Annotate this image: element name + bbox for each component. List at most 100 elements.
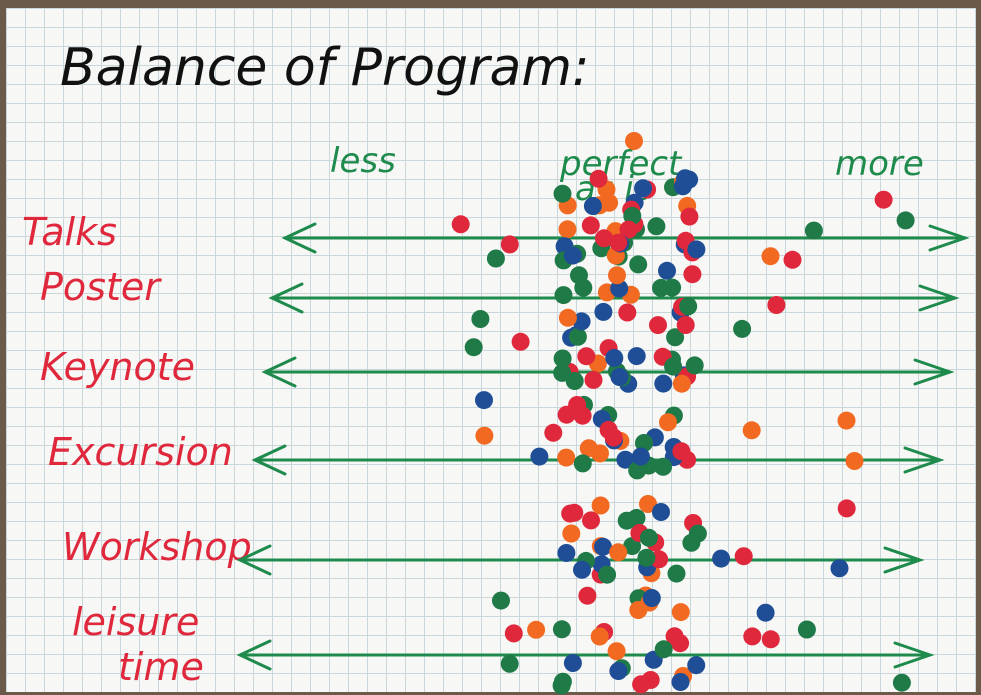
sticker-dot <box>672 603 690 621</box>
sticker-dot <box>659 413 677 431</box>
sticker-dot <box>512 333 530 351</box>
sticker-dot <box>574 407 592 425</box>
row-label: leisure <box>72 600 199 644</box>
sticker-dot <box>501 235 519 253</box>
sticker-dot <box>893 674 911 692</box>
sticker-dot <box>592 497 610 515</box>
sticker-dot <box>590 170 608 188</box>
sticker-dot <box>735 547 753 565</box>
sticker-dot <box>618 512 636 530</box>
sticker-dot <box>557 449 575 467</box>
sticker-dot <box>687 240 705 258</box>
sticker-dot <box>672 442 690 460</box>
sticker-dot <box>805 222 823 240</box>
dots <box>452 132 915 695</box>
sticker-dot <box>558 406 576 424</box>
sticker-dot <box>712 550 730 568</box>
sticker-dot <box>652 503 670 521</box>
sticker-dot <box>831 559 849 577</box>
sticker-dot <box>608 642 626 660</box>
sticker-dot <box>784 251 802 269</box>
sticker-dot <box>492 592 510 610</box>
sticker-dot <box>584 197 602 215</box>
sticker-dot <box>655 640 673 658</box>
sticker-dot <box>471 310 489 328</box>
sticker-dot <box>600 421 618 439</box>
sticker-dot <box>559 309 577 327</box>
row-label: Talks <box>22 210 117 254</box>
row-label: Workshop <box>62 525 252 569</box>
sticker-dot <box>555 286 573 304</box>
poster: Balance of Program: less perfect as is m… <box>0 0 981 695</box>
sticker-dot <box>574 279 592 297</box>
sticker-dot <box>762 247 780 265</box>
sticker-dot <box>501 655 519 673</box>
sticker-dot <box>595 229 613 247</box>
sticker-dot <box>654 375 672 393</box>
row-label: Keynote <box>40 345 195 389</box>
sticker-dot <box>598 566 616 584</box>
sticker-dot <box>564 247 582 265</box>
sticker-dot <box>527 621 545 639</box>
sticker-dot <box>554 350 572 368</box>
sticker-dot <box>798 621 816 639</box>
row-label: Excursion <box>48 430 233 474</box>
sticker-dot <box>475 427 493 445</box>
sticker-dot <box>672 673 690 691</box>
sticker-dot <box>680 208 698 226</box>
sticker-dot <box>553 620 571 638</box>
sticker-dot <box>767 296 785 314</box>
sticker-dot <box>686 356 704 374</box>
row-label: time <box>118 645 204 689</box>
sticker-dot <box>654 458 672 476</box>
sticker-dot <box>609 662 627 680</box>
sticker-dot <box>505 624 523 642</box>
sticker-dot <box>757 604 775 622</box>
sticker-dot <box>637 549 655 567</box>
sticker-dot <box>647 217 665 235</box>
sticker-dot <box>564 654 582 672</box>
sticker-dot <box>578 587 596 605</box>
sticker-dot <box>629 255 647 273</box>
sticker-dot <box>591 444 609 462</box>
sticker-dot <box>632 448 650 466</box>
sticker-dot <box>475 391 493 409</box>
sticker-dot <box>605 349 623 367</box>
sticker-dot <box>608 266 626 284</box>
arrow <box>240 641 930 669</box>
sticker-dot <box>640 529 658 547</box>
sticker-dot <box>628 347 646 365</box>
sticker-dot <box>487 250 505 268</box>
sticker-dot <box>594 303 612 321</box>
sticker-dot <box>689 525 707 543</box>
scale-left: less <box>330 141 396 181</box>
sticker-dot <box>838 412 856 430</box>
sticker-dot <box>577 347 595 365</box>
sticker-dot <box>733 320 751 338</box>
sticker-dot <box>643 589 661 607</box>
sticker-dot <box>582 511 600 529</box>
sticker-dot <box>465 338 483 356</box>
sticker-dot <box>677 316 695 334</box>
sticker-dot <box>679 297 697 315</box>
sticker-dot <box>680 171 698 189</box>
title: Balance of Program: <box>60 38 590 98</box>
sticker-dot <box>743 421 761 439</box>
sticker-dot <box>658 262 676 280</box>
sticker-dot <box>600 194 618 212</box>
sticker-dot <box>629 601 647 619</box>
sticker-dot <box>743 627 761 645</box>
sticker-dot <box>762 630 780 648</box>
sticker-dot <box>664 358 682 376</box>
sticker-dot <box>553 677 571 695</box>
sticker-dot <box>625 132 643 150</box>
sticker-dot <box>687 656 705 674</box>
sticker-dot <box>574 454 592 472</box>
sticker-dot <box>585 371 603 389</box>
sticker-dot <box>875 191 893 209</box>
sticker-dot <box>673 375 691 393</box>
sticker-dot <box>618 304 636 322</box>
sticker-dot <box>846 452 864 470</box>
scale-right: more <box>835 144 924 184</box>
rows: TalksPosterKeynoteExcursionWorkshopleisu… <box>22 210 965 689</box>
